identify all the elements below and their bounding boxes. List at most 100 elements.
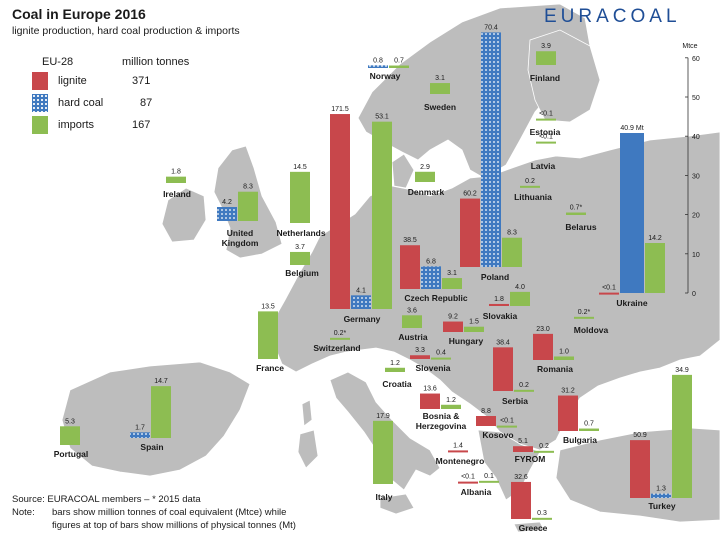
bar-bulgaria-lignite xyxy=(558,395,578,431)
country-label-sweden: Sweden xyxy=(424,102,456,112)
bar-label-turkey-hard-coal: 1.3 xyxy=(656,486,666,493)
bar-italy-imports xyxy=(373,420,393,484)
bar-serbia-lignite xyxy=(493,347,513,391)
bar-label-netherlands-imports: 14.5 xyxy=(293,164,307,171)
legend-swatch-hard-coal xyxy=(32,94,48,112)
bar-hungary-lignite xyxy=(443,321,463,332)
country-label-slovakia: Slovakia xyxy=(483,311,518,321)
bar-slovenia-lignite xyxy=(410,355,430,359)
country-label-albania: Albania xyxy=(461,487,492,497)
bar-label-montenegro-lignite: 1.4 xyxy=(453,442,463,449)
bar-france-imports xyxy=(258,311,278,359)
bar-austria-imports xyxy=(402,315,422,328)
bar-turkey-hard-coal xyxy=(651,493,671,498)
bar-united-kingdom-hard-coal xyxy=(217,207,237,221)
bar-label-bulgaria-imports: 0.7 xyxy=(584,421,594,428)
bar-label-greece-lignite: 32.6 xyxy=(514,474,528,481)
corsica-island xyxy=(301,399,313,427)
bar-label-bosnia-herzegovina-imports: 1.2 xyxy=(446,397,456,404)
bar-sweden-imports xyxy=(430,83,450,94)
bar-label-latvia-imports: <0.1 xyxy=(539,134,553,141)
bar-label-turkey-lignite: 50.9 xyxy=(633,432,647,439)
bar-croatia-imports xyxy=(385,367,405,372)
bar-united-kingdom-imports xyxy=(238,191,258,221)
bar-label-fyrom-lignite: 5.1 xyxy=(518,438,528,445)
bar-bosnia-herzegovina-imports xyxy=(441,404,461,409)
bar-poland-hard-coal xyxy=(481,32,501,267)
bar-label-sweden-imports: 3.1 xyxy=(435,75,445,82)
mtce-tick-label-10: 10 xyxy=(692,252,700,259)
bar-label-slovakia-lignite: 1.8 xyxy=(494,296,504,303)
country-label-bosnia-herzegovina: Bosnia & xyxy=(423,411,460,421)
bar-ireland-imports xyxy=(166,176,186,183)
bar-label-czech-republic-lignite: 38.5 xyxy=(403,237,417,244)
country-label-france: France xyxy=(256,363,284,373)
sardinia-island xyxy=(297,429,319,469)
bar-czech-republic-imports xyxy=(442,278,462,289)
bar-label-hungary-lignite: 9.2 xyxy=(448,314,458,321)
sicily-island xyxy=(379,493,415,515)
country-label-switzerland: Switzerland xyxy=(313,343,360,353)
legend-value-hard-coal: 87 xyxy=(140,97,153,109)
bar-bulgaria-imports xyxy=(579,428,599,431)
bar-label-hungary-imports: 1.5 xyxy=(469,319,479,326)
bar-label-germany-imports: 53.1 xyxy=(375,114,389,121)
country-label-austria: Austria xyxy=(398,332,428,342)
bar-label-kosovo-lignite: 8.8 xyxy=(481,408,491,415)
footer-note-label: Note: xyxy=(12,507,35,518)
denmark-landmass xyxy=(391,153,415,189)
legend-swatch-imports xyxy=(32,116,48,134)
legend-unit: million tonnes xyxy=(122,56,190,68)
bar-turkey-lignite xyxy=(630,440,650,498)
bar-germany-lignite xyxy=(330,114,350,309)
bar-label-turkey-imports: 34.9 xyxy=(675,367,689,374)
country-label-lithuania: Lithuania xyxy=(514,192,552,202)
footer-note-line2: figures at top of bars show millions of … xyxy=(52,520,296,531)
footer-source: Source: EURACOAL members – * 2015 data xyxy=(12,494,201,505)
bar-montenegro-lignite xyxy=(448,450,468,453)
country-label-belarus: Belarus xyxy=(565,222,596,232)
bar-label-slovakia-imports: 4.0 xyxy=(515,284,525,291)
country-label-estonia: Estonia xyxy=(530,127,561,137)
bar-slovenia-imports xyxy=(431,357,451,360)
bar-label-croatia-imports: 1.2 xyxy=(390,360,400,367)
bar-czech-republic-lignite xyxy=(400,245,420,289)
country-label-serbia: Serbia xyxy=(502,396,528,406)
bar-label-switzerland-imports: 0.2* xyxy=(334,330,347,337)
legend-value-lignite: 371 xyxy=(132,75,151,87)
bar-greece-imports xyxy=(532,517,552,520)
ireland-island xyxy=(161,187,207,243)
bar-poland-lignite xyxy=(460,198,480,267)
bar-kosovo-lignite xyxy=(476,415,496,426)
bar-norway-imports xyxy=(389,65,409,68)
bar-netherlands-imports xyxy=(290,171,310,223)
bar-label-spain-imports: 14.7 xyxy=(154,378,168,385)
bar-ukraine-lignite xyxy=(599,292,619,295)
bar-label-kosovo-imports: <0.1 xyxy=(500,418,514,425)
country-label-greece: Greece xyxy=(519,523,548,533)
country-label-italy: Italy xyxy=(375,492,392,502)
country-label-ireland: Ireland xyxy=(163,189,191,199)
mtce-unit-label: Mtce xyxy=(682,43,697,50)
bar-romania-lignite xyxy=(533,333,553,360)
bar-ukraine-hard-coal xyxy=(620,133,644,293)
bar-fyrom-imports xyxy=(534,450,554,453)
mtce-tick-label-50: 50 xyxy=(692,95,700,102)
bar-label-slovenia-lignite: 3.3 xyxy=(415,347,425,354)
country-label-slovenia: Slovenia xyxy=(416,363,451,373)
country-label-fyrom: FYROM xyxy=(515,454,546,464)
bar-label-poland-hard-coal: 70.4 xyxy=(484,24,498,31)
bar-label-ukraine-lignite: <0.1 xyxy=(602,285,616,292)
bar-label-serbia-imports: 0.2 xyxy=(519,382,529,389)
bar-albania-lignite xyxy=(458,481,478,484)
chart-title: Coal in Europe 2016 xyxy=(12,6,146,22)
country-label-finland: Finland xyxy=(530,73,560,83)
country-label-united-kingdom: United xyxy=(227,228,253,238)
bar-germany-hard-coal xyxy=(351,295,371,309)
country-label-moldova: Moldova xyxy=(574,325,609,335)
legend-heading: EU-28 xyxy=(42,56,74,68)
country-label-portugal: Portugal xyxy=(54,449,88,459)
country-label-montenegro: Montenegro xyxy=(436,456,485,466)
